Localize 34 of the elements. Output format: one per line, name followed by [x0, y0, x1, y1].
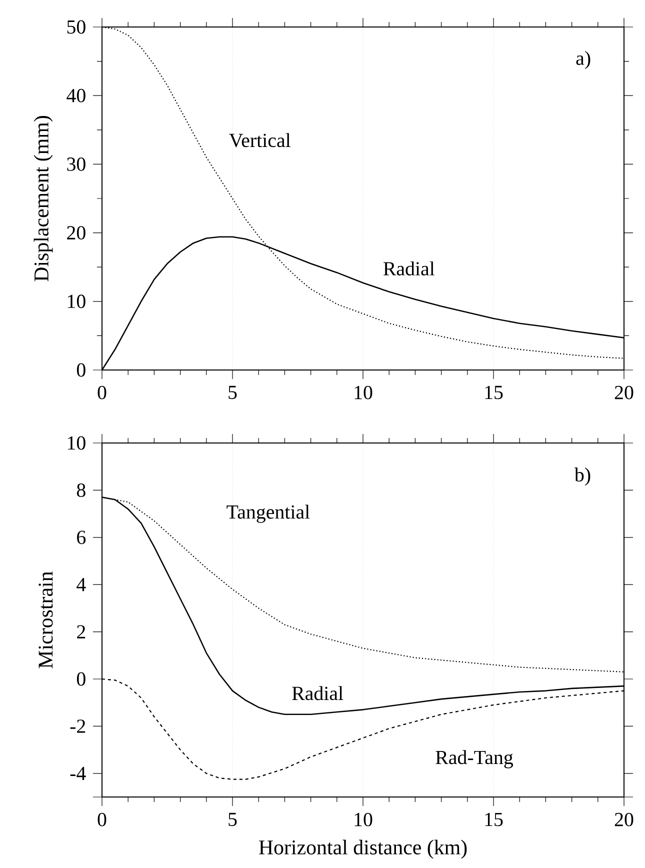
x-tick-label: 5	[228, 812, 237, 826]
y-tick-label: 10	[68, 294, 86, 308]
series-label: Rad-Tang	[436, 750, 514, 768]
y-tick-label: 50	[67, 20, 86, 34]
x-axis-title: Horizontal distance (km)	[259, 840, 467, 859]
annotation: b)	[574, 468, 590, 486]
y-tick-label: 0	[76, 363, 86, 377]
y-tick-label: 8	[76, 483, 86, 497]
y-tick-label: 4	[76, 578, 86, 592]
y-axis-title: Displacement (mm)	[34, 116, 53, 282]
y-tick-label: 6	[77, 530, 86, 544]
x-tick-label: 5	[228, 386, 237, 400]
x-tick-label: 20	[614, 386, 634, 400]
x-tick-label: 20	[614, 812, 634, 826]
y-tick-label: -2	[70, 720, 86, 733]
y-tick-label: 20	[67, 226, 86, 240]
y-tick-label: 2	[77, 625, 86, 638]
series-label: Radial	[292, 686, 344, 700]
y-axis-title: Microstrain	[38, 572, 53, 668]
series-label: Vertical	[229, 133, 290, 148]
annotation: a)	[576, 50, 590, 70]
x-tick-label: 0	[98, 386, 106, 400]
x-tick-label: 0	[98, 812, 106, 826]
series-label: Radial	[383, 261, 435, 276]
y-tick-label: 0	[76, 672, 86, 686]
y-tick-label: 40	[66, 88, 86, 102]
y-tick-label: 10	[68, 436, 86, 450]
x-tick-label: 10	[354, 812, 372, 826]
y-tick-label: -4	[70, 766, 86, 780]
x-tick-label: 15	[485, 812, 503, 826]
text: Tangential	[226, 504, 310, 523]
x-tick-label: 10	[354, 386, 372, 400]
y-tick-label: 30	[67, 157, 86, 171]
x-tick-label: 15	[485, 386, 503, 400]
